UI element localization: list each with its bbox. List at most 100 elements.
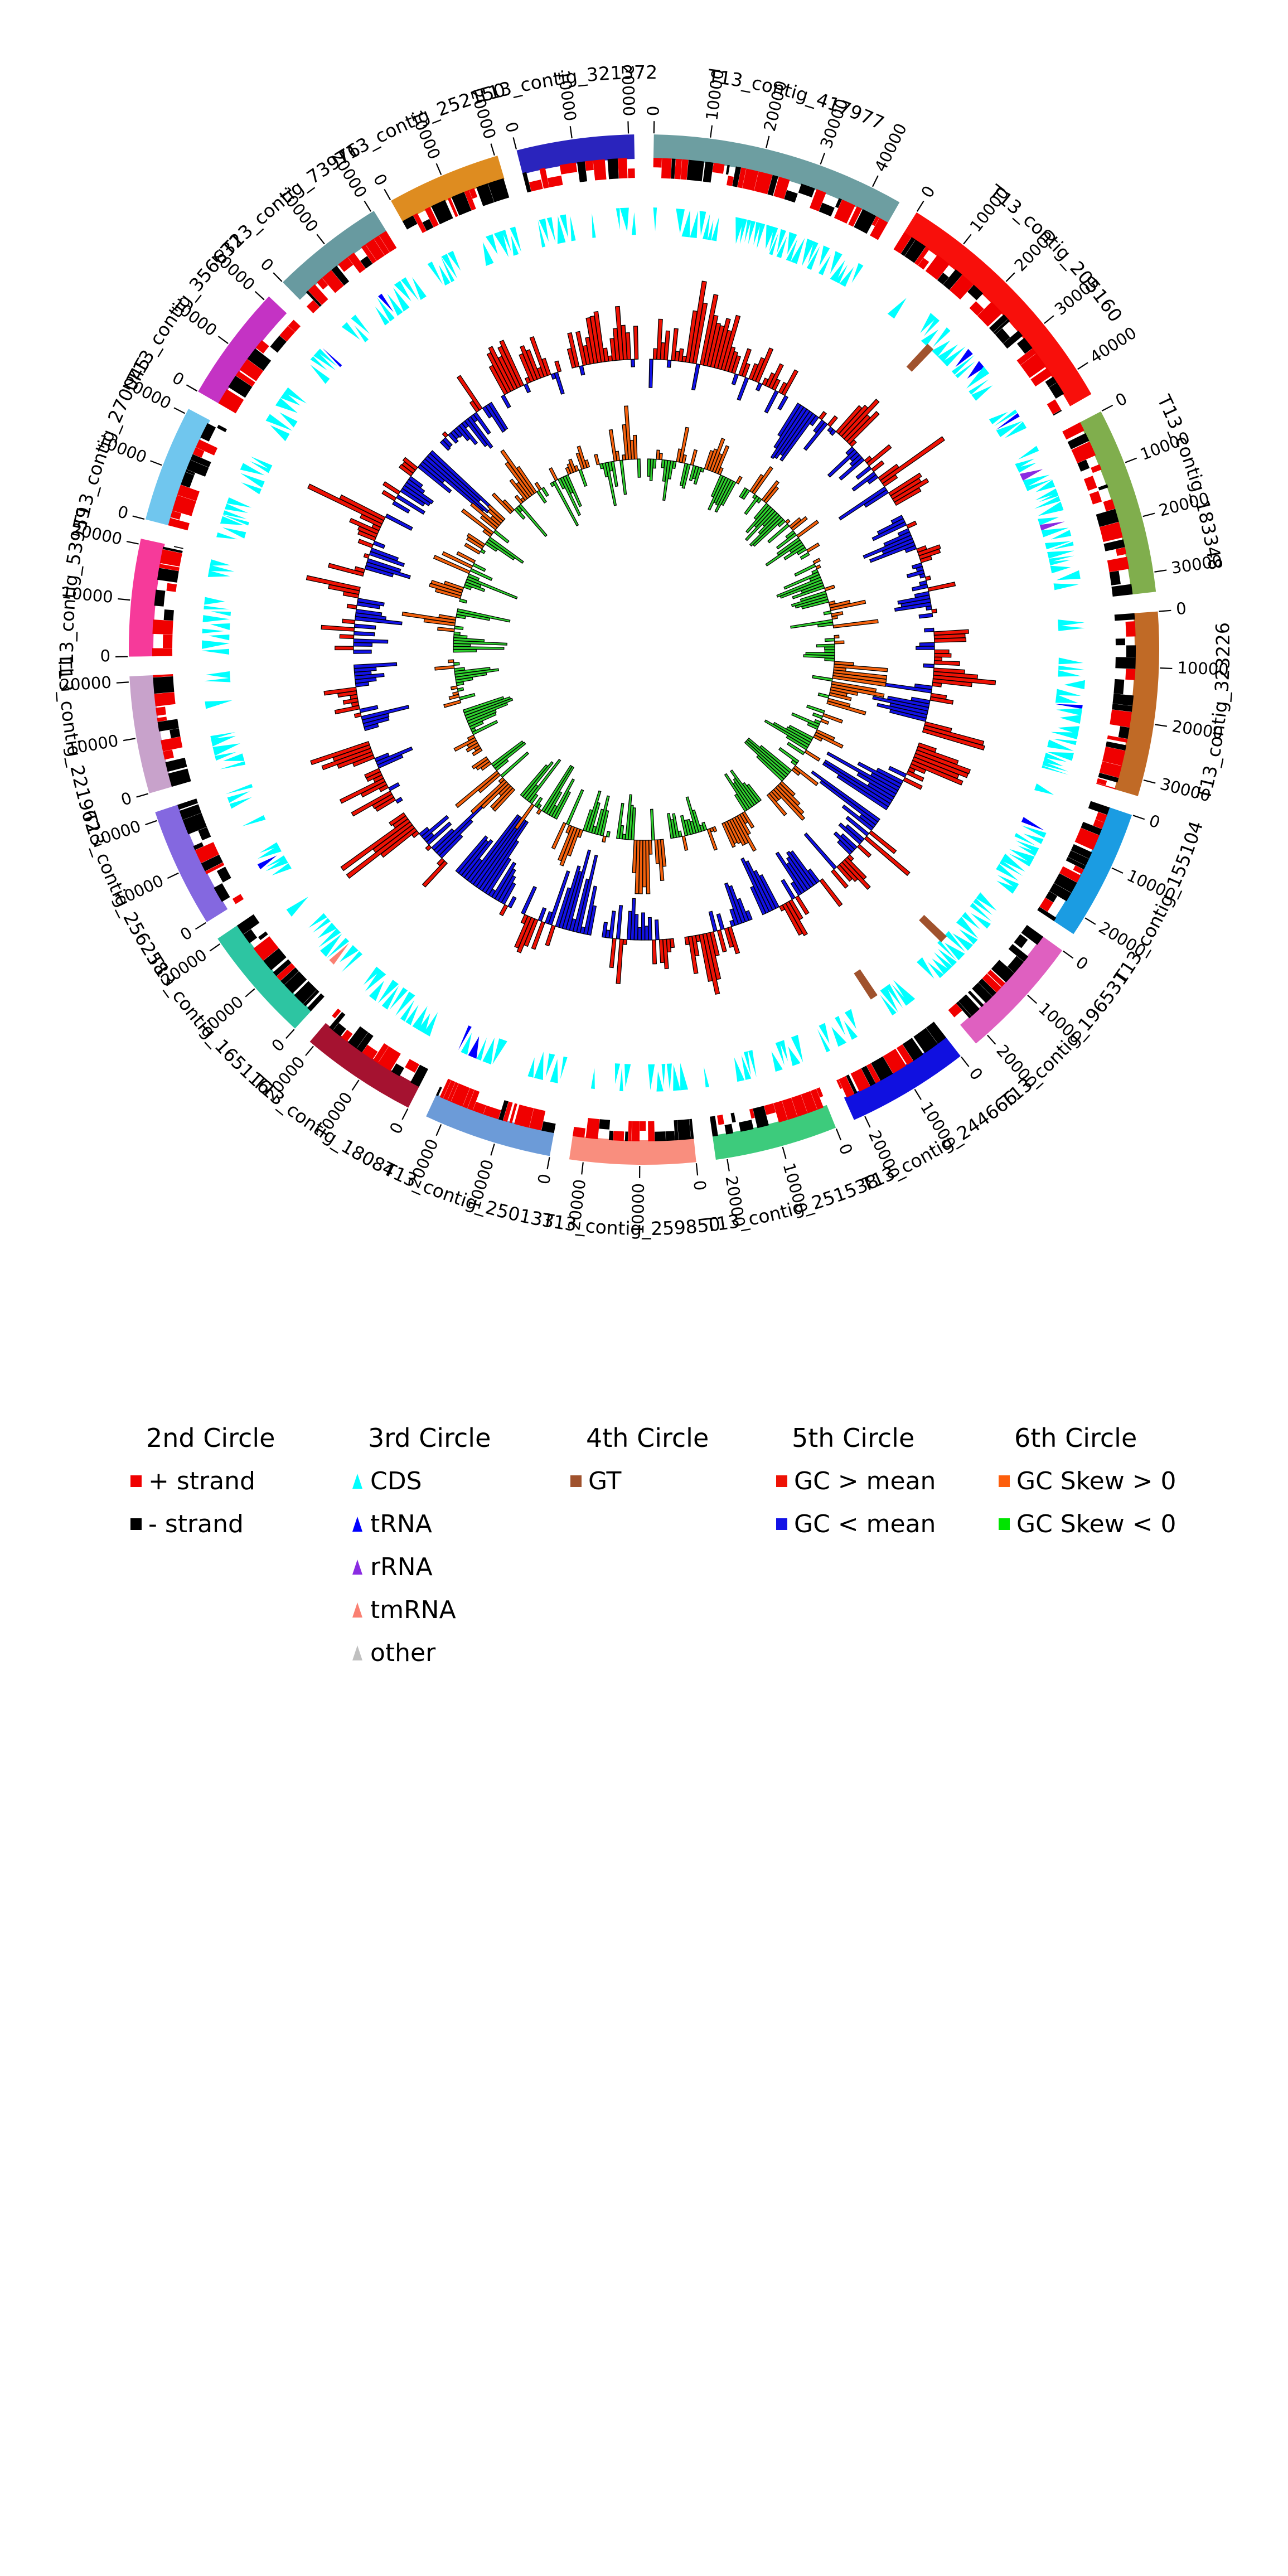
coordinate-tick <box>150 460 162 466</box>
feature-triangle <box>482 241 494 267</box>
strand-block <box>303 989 319 1006</box>
gcskew-bar-negative <box>734 793 748 812</box>
gcskew-bar-negative <box>649 458 654 481</box>
feature-triangle <box>661 1064 666 1086</box>
gcskew-bar-negative <box>767 523 790 544</box>
feature-triangle <box>1018 845 1037 856</box>
tick-label: 0 <box>690 1179 710 1192</box>
gc-bar-above <box>818 411 827 420</box>
gcskew-bar-negative <box>486 539 515 561</box>
other-triangle-icon <box>352 1645 362 1660</box>
feature-triangle <box>616 208 620 230</box>
strand-block <box>379 230 397 253</box>
gc-bar-below <box>507 895 517 909</box>
tick-label: 0 <box>119 788 134 810</box>
strand-block <box>1053 409 1062 416</box>
feature-triangle <box>791 1034 803 1063</box>
feature-triangle <box>559 214 569 238</box>
gc-bar-below <box>803 832 837 870</box>
gc-bar-below <box>374 752 390 762</box>
gc-bar-above <box>932 682 942 687</box>
feature-triangle <box>844 1021 858 1040</box>
coordinate-tick <box>209 943 220 952</box>
strand-block <box>193 842 204 850</box>
feature-triangle <box>1005 422 1027 438</box>
gc-bar-below <box>361 705 410 720</box>
gc-bar-below <box>645 926 649 941</box>
gcskew-negative-swatch-icon <box>999 1518 1010 1530</box>
gcskew-bar-negative <box>741 488 750 500</box>
gcskew-bar-negative <box>606 831 611 837</box>
feature-triangle <box>270 425 290 442</box>
feature-triangle <box>461 1033 472 1055</box>
strand-block <box>172 495 196 516</box>
tick-label: 40000 <box>1086 323 1140 367</box>
gc-bar-below <box>359 705 379 713</box>
strand-block <box>949 274 974 300</box>
feature-triangle <box>205 700 233 709</box>
gcskew-bar-negative <box>685 796 699 834</box>
strand-block <box>1047 399 1062 415</box>
feature-triangle <box>766 225 775 249</box>
strand-block <box>365 239 385 261</box>
gc-bar-above <box>616 938 624 984</box>
feature-triangle <box>412 277 427 301</box>
tick-label: 0 <box>643 105 662 116</box>
feature-triangle <box>831 1026 847 1047</box>
feature-triangle <box>1034 496 1061 509</box>
feature-triangle <box>1021 825 1047 838</box>
gc-bar-below <box>626 911 632 941</box>
gcskew-bar-negative <box>745 509 776 541</box>
gc-bar-below <box>856 772 897 798</box>
strand-block <box>749 1108 755 1119</box>
strand-block <box>653 158 662 168</box>
strand-block <box>1115 657 1136 669</box>
strand-block <box>1112 694 1134 706</box>
legend-item-label: rRNA <box>370 1553 433 1581</box>
strand-block <box>764 1103 776 1115</box>
contig-band-T13_contig_165116 <box>217 924 312 1029</box>
gc-bar-above <box>609 938 617 969</box>
strand-block <box>767 175 778 196</box>
feature-triangle <box>1039 521 1065 531</box>
feature-triangle <box>1058 619 1084 627</box>
feature-triangle <box>971 385 993 401</box>
feature-triangle <box>395 991 415 1016</box>
gcskew-positive-swatch-icon <box>999 1475 1010 1487</box>
feature-triangle <box>1015 840 1039 853</box>
gcskew-bar-negative <box>585 790 602 833</box>
feature-triangle <box>210 732 236 740</box>
strand-block <box>661 158 672 179</box>
gcskew-bar-positive <box>487 504 506 522</box>
gcskew-bar-negative <box>536 490 547 504</box>
legend-header: 3rd Circle <box>368 1423 491 1453</box>
feature-triangle <box>787 232 797 254</box>
legend-item-label: - strand <box>148 1510 244 1538</box>
gc-bar-below <box>608 911 616 939</box>
gc-bar-below <box>385 514 413 531</box>
gc-bar-below <box>647 917 652 941</box>
strand-block <box>883 1048 907 1074</box>
gc-bar-below <box>866 474 879 485</box>
strand-block <box>547 175 563 188</box>
gc-bar-below <box>926 606 932 611</box>
gcskew-bar-negative <box>466 576 518 599</box>
gc-bar-below <box>538 907 547 922</box>
gcskew-bar-positive <box>804 749 821 762</box>
feature-triangle <box>318 922 337 938</box>
gc-bar-below <box>355 612 387 621</box>
gcskew-bar-negative <box>541 487 549 497</box>
gcskew-bar-positive <box>443 699 462 708</box>
feature-triangle <box>212 743 240 756</box>
tick-label: 0 <box>1112 389 1130 410</box>
strand-block <box>205 862 225 874</box>
strand-block <box>631 1121 640 1141</box>
legend-item-label: tRNA <box>370 1510 432 1538</box>
strand-block <box>338 257 354 272</box>
strand-block <box>1098 772 1119 783</box>
strand-block <box>168 768 191 787</box>
feature-triangle <box>703 214 710 240</box>
strand-block <box>871 1056 893 1081</box>
gc-bar-below <box>353 631 375 637</box>
gcskew-bar-positive <box>437 627 455 632</box>
